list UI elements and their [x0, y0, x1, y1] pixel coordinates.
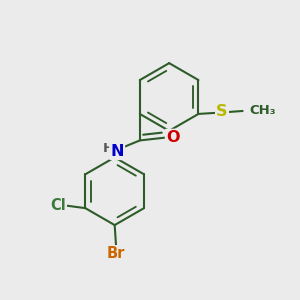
Text: Br: Br	[107, 246, 125, 261]
Text: H: H	[103, 142, 114, 155]
Text: O: O	[166, 130, 179, 145]
Text: S: S	[216, 104, 228, 119]
Text: N: N	[110, 144, 124, 159]
Text: Cl: Cl	[50, 198, 66, 213]
Text: CH₃: CH₃	[249, 104, 276, 118]
